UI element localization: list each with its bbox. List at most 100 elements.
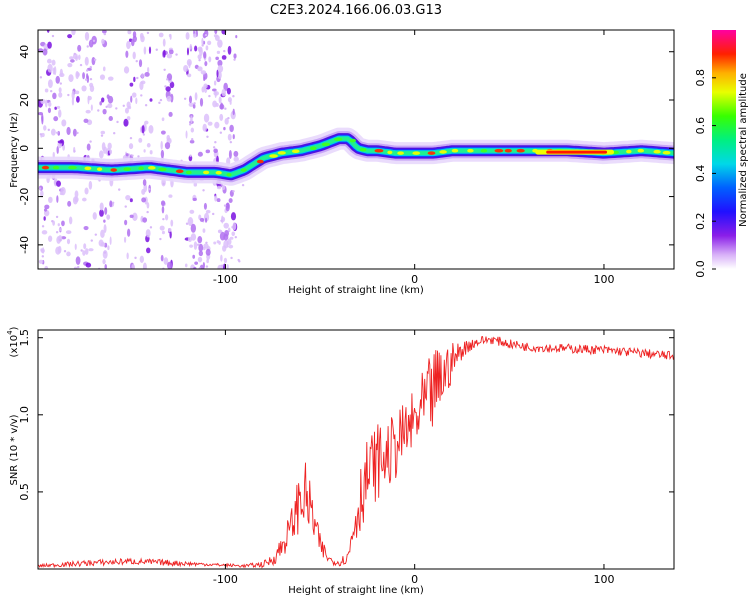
noise-speck [83,226,89,231]
hotspot [110,168,118,172]
noise-speck [202,189,205,192]
svg-text:(x104): (x104) [6,326,20,357]
noise-speck [228,244,234,249]
noise-speck [194,45,198,52]
noise-speck [148,187,151,191]
noise-speck [149,98,153,102]
hotspot [310,146,317,151]
y-tick-label: -20 [18,188,31,206]
noise-speck [149,226,153,229]
noise-speck [101,38,105,45]
noise-speck [75,70,79,80]
noise-speck [55,215,59,219]
noise-speck [166,78,169,81]
noise-speck [204,61,208,67]
noise-speck [86,143,91,151]
noise-speck [144,72,150,77]
noise-speck [212,212,215,216]
spectrogram-ticks: -100 0 100 -40 -20 0 20 40 [18,30,674,286]
noise-speck [216,185,222,190]
noise-speck [89,82,94,88]
noise-speck [67,93,70,97]
noise-speck [82,197,87,202]
noise-speck [165,86,171,92]
noise-speck [71,97,75,106]
noise-speck [185,32,190,40]
snr-frame [37,329,675,570]
hotspot [397,151,404,155]
noise-speck [232,222,237,231]
noise-speck [193,33,197,38]
hotspot [158,167,167,172]
noise-speck [205,45,209,51]
noise-speck [90,104,93,111]
noise-speck [84,248,89,255]
noise-speck [166,134,171,141]
noise-speck [73,150,76,153]
noise-speck [118,188,121,191]
noise-speck [106,214,111,220]
hotspot [359,147,367,152]
noise-speck [107,76,114,81]
snr-series [38,336,674,569]
snr-line [38,336,674,569]
noise-speck [102,108,107,115]
noise-speck [57,223,60,227]
noise-speck [65,230,72,235]
noise-speck [53,116,59,122]
noise-speck [101,142,106,151]
noise-speck [47,58,52,64]
noise-speck [219,231,226,241]
noise-speck [217,71,222,80]
noise-speck [141,197,147,203]
noise-speck [215,56,219,61]
noise-speck [56,180,62,187]
noise-speck [199,217,205,222]
noise-speck [188,123,192,126]
noise-speck [71,90,75,100]
hotspot [374,148,384,153]
noise-speck [85,262,92,268]
noise-speck [123,236,127,243]
noise-speck [217,59,223,67]
noise-speck [129,136,133,140]
noise-speck [100,229,105,239]
noise-speck [89,66,92,69]
noise-speck [56,195,59,203]
noise-speck [129,214,134,218]
x-tick-label: 100 [593,273,614,286]
y-tick-label: -40 [18,236,31,254]
hotspot [269,154,278,158]
noise-speck [98,150,104,159]
noise-speck [189,140,195,144]
noise-speck [217,64,224,73]
noise-speck [83,243,87,250]
x-tick-label: -100 [213,573,238,586]
noise-speck [148,124,154,134]
noise-speck [170,219,174,227]
noise-speck [205,248,211,256]
noise-speck [161,117,165,122]
noise-speck [193,266,197,269]
noise-speck [58,92,63,98]
hotspot [504,148,512,153]
noise-speck [108,115,113,121]
noise-speck [216,198,221,203]
noise-speck [109,149,113,155]
colorbar-tick-label: 0.2 [694,212,707,230]
noise-speck [227,116,230,120]
noise-speck [126,40,131,50]
noise-speck [77,265,80,269]
noise-speck [190,127,195,133]
snr-multiplier-exp: 4 [6,330,14,335]
noise-speck [38,259,44,264]
noise-speck [84,78,88,81]
noise-speck [213,80,217,86]
noise-speck [99,202,104,211]
hotspot [138,166,144,171]
hotspot [653,149,661,154]
noise-speck [41,230,48,235]
hotspot [277,151,286,155]
noise-speck [183,64,189,73]
noise-speck [136,76,139,80]
